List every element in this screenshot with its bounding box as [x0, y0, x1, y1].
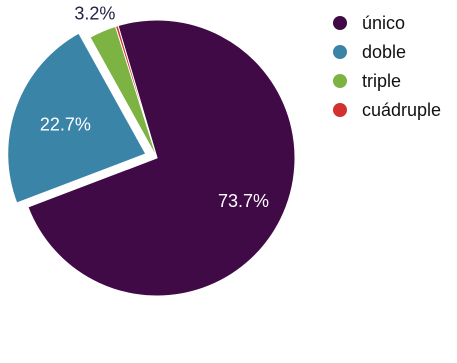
pie-label-doble: 22.7% — [40, 114, 91, 134]
legend-marker — [333, 103, 347, 117]
legend-label: triple — [362, 71, 401, 91]
legend-label: único — [362, 13, 405, 33]
pie-slice-cuadruple — [114, 24, 158, 159]
legend-item-cuadruple: cuádruple — [333, 100, 441, 120]
legend-marker — [333, 74, 347, 88]
legend-marker — [333, 45, 347, 59]
legend-label: doble — [362, 42, 406, 62]
pie-slices — [7, 19, 296, 297]
legend-item-triple: triple — [333, 71, 401, 91]
legend-item-unico: único — [333, 13, 405, 33]
pie-label-unico: 73.7% — [218, 191, 269, 211]
pie-label-triple: 3.2% — [74, 3, 115, 23]
pie-slice-unico — [27, 19, 296, 297]
legend: único doble triple cuádruple — [333, 13, 441, 120]
legend-item-doble: doble — [333, 42, 406, 62]
pie-slice-doble — [7, 32, 147, 204]
pie-labels: 73.7%22.7%3.2%0.3% — [40, 3, 269, 211]
legend-marker — [333, 16, 347, 30]
legend-label: cuádruple — [362, 100, 441, 120]
